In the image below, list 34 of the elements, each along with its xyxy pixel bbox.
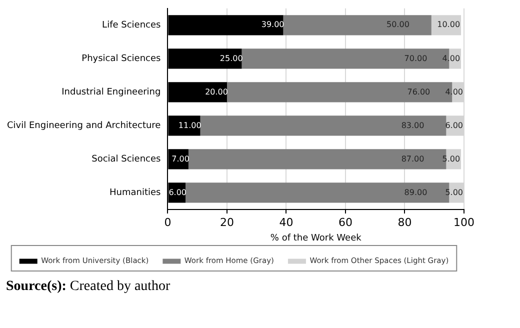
bar: [283, 15, 432, 36]
x-tick-label: 20: [220, 216, 234, 229]
data-label: 10.00: [437, 20, 460, 30]
data-label: 4.00: [442, 54, 460, 63]
data-label: 89.00: [404, 188, 428, 197]
data-label: 50.00: [386, 20, 410, 30]
x-tick-label: 100: [454, 216, 474, 229]
y-tick-label: Social Sciences: [92, 154, 162, 165]
x-tick-label: 40: [279, 216, 294, 229]
data-label: 76.00: [407, 87, 430, 96]
data-label: 5.00: [445, 188, 463, 197]
y-tick-label: Industrial Engineering: [62, 88, 161, 98]
data-label: 70.00: [404, 54, 428, 63]
data-label: 6.00: [445, 120, 463, 130]
data-label: 25.00: [220, 54, 243, 63]
y-tick-label: Humanities: [110, 188, 162, 198]
x-tick-label: 80: [398, 216, 412, 229]
source-note: Source(s): Created by author: [6, 279, 172, 295]
data-label: 39.00: [261, 20, 284, 30]
data-label: 20.00: [205, 87, 228, 96]
y-tick-label: Physical Sciences: [82, 54, 162, 64]
data-label: 83.00: [401, 120, 424, 130]
bar: [200, 116, 446, 136]
data-label: 11.00: [178, 120, 202, 130]
x-axis-title: % of the Work Week: [270, 233, 362, 244]
x-tick-label: 60: [338, 216, 352, 229]
data-label: 4.00: [445, 87, 463, 96]
data-label: 7.00: [172, 154, 190, 164]
data-label: 6.00: [168, 188, 186, 197]
data-label: 87.00: [401, 154, 424, 164]
x-tick-label: 0: [164, 216, 172, 229]
data-label: 5.00: [442, 154, 460, 164]
y-tick-label: Life Sciences: [102, 20, 162, 30]
y-tick-label: Civil Engineering and Architecture: [6, 121, 162, 132]
